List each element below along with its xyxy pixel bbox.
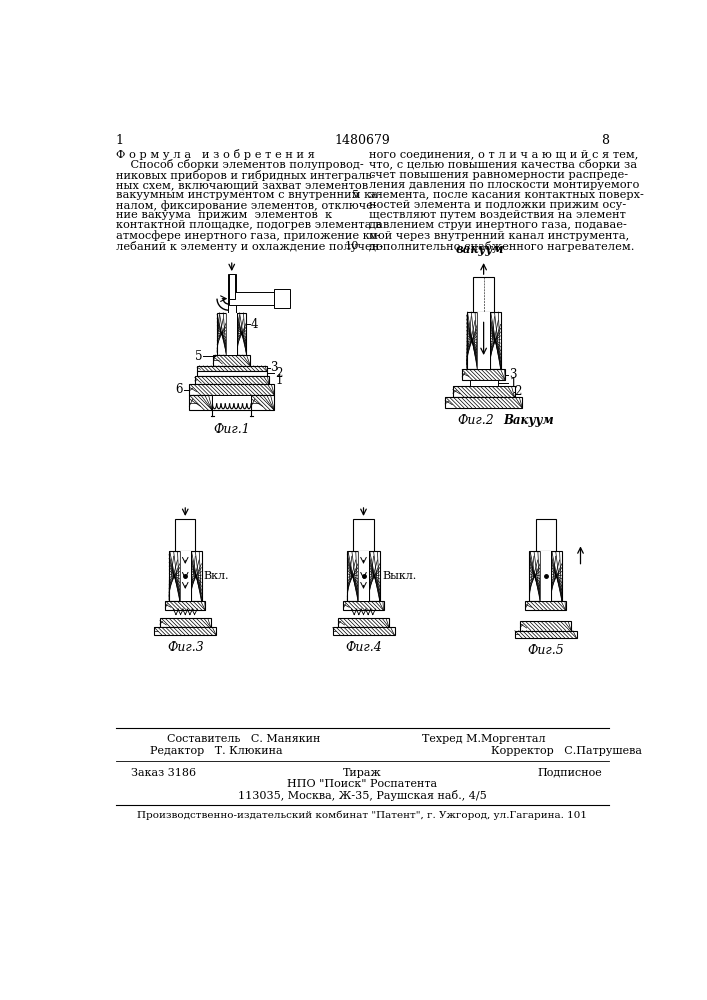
Text: Фиг.2: Фиг.2 xyxy=(457,414,494,427)
Text: 1: 1 xyxy=(509,377,517,390)
Text: вакуумным инструментом с внутренним ка-: вакуумным инструментом с внутренним ка- xyxy=(115,190,381,200)
Text: что, с целью повышения качества сборки за: что, с целью повышения качества сборки з… xyxy=(369,159,637,170)
Text: 2: 2 xyxy=(515,385,522,398)
Bar xyxy=(217,312,226,355)
Bar xyxy=(445,397,522,408)
Bar xyxy=(369,551,380,601)
Text: Производственно-издательский комбинат "Патент", г. Ужгород, ул.Гагарина. 101: Производственно-издательский комбинат "П… xyxy=(137,811,587,820)
Text: 1: 1 xyxy=(115,134,124,147)
Bar xyxy=(191,551,201,601)
Bar xyxy=(515,631,577,638)
Bar xyxy=(180,551,191,601)
Text: 1480679: 1480679 xyxy=(334,134,390,147)
Bar xyxy=(338,618,389,627)
Text: Вакуум: Вакуум xyxy=(503,414,554,427)
Text: Вкл.: Вкл. xyxy=(204,571,229,581)
Text: 6: 6 xyxy=(175,383,183,396)
Bar xyxy=(274,289,290,308)
Text: лебаний к элементу и охлаждение получен-: лебаний к элементу и охлаждение получен- xyxy=(115,241,382,252)
Bar xyxy=(169,551,180,601)
Bar xyxy=(530,551,540,601)
Text: Техред М.Моргентал: Техред М.Моргентал xyxy=(421,734,545,744)
Text: Выкл.: Выкл. xyxy=(382,571,416,581)
Text: налом, фиксирование элементов, отключе-: налом, фиксирование элементов, отключе- xyxy=(115,200,376,211)
Text: Фиг.4: Фиг.4 xyxy=(345,641,382,654)
Text: ного соединения, о т л и ч а ю щ и й с я тем,: ного соединения, о т л и ч а ю щ и й с я… xyxy=(369,149,638,159)
Text: мой через внутренний канал инструмента,: мой через внутренний канал инструмента, xyxy=(369,231,629,241)
Bar xyxy=(462,369,506,380)
Bar xyxy=(213,355,250,366)
Text: 10: 10 xyxy=(345,241,360,251)
Text: ние вакуума  прижим  элементов  к: ние вакуума прижим элементов к xyxy=(115,210,332,220)
Bar xyxy=(212,395,251,410)
Text: никовых приборов и гибридных интеграль-: никовых приборов и гибридных интеграль- xyxy=(115,170,375,181)
Text: Редактор   Т. Клюкина: Редактор Т. Клюкина xyxy=(151,746,283,756)
Bar xyxy=(189,395,212,410)
Bar xyxy=(452,386,515,397)
Text: элемента, после касания контактных поверх-: элемента, после касания контактных повер… xyxy=(369,190,644,200)
Bar xyxy=(160,618,211,627)
Bar xyxy=(347,551,358,601)
Bar xyxy=(237,312,247,355)
Text: дополнительно снабженного нагревателем.: дополнительно снабженного нагревателем. xyxy=(369,241,634,252)
Bar xyxy=(332,627,395,635)
Text: Составитель   С. Манякин: Составитель С. Манякин xyxy=(167,734,320,744)
Bar xyxy=(358,551,369,601)
Bar xyxy=(226,312,237,355)
Text: 5: 5 xyxy=(352,190,360,200)
Bar xyxy=(175,519,195,551)
Text: Фиг.3: Фиг.3 xyxy=(167,641,204,654)
Bar xyxy=(520,621,571,631)
Text: 1: 1 xyxy=(275,374,283,387)
Text: НПО "Поиск" Роспатента: НПО "Поиск" Роспатента xyxy=(287,779,437,789)
Bar xyxy=(469,380,498,386)
Text: счет повышения равномерности распреде-: счет повышения равномерности распреде- xyxy=(369,170,628,180)
Text: Ф о р м у л а   и з о б р е т е н и я: Ф о р м у л а и з о б р е т е н и я xyxy=(115,149,315,160)
Bar xyxy=(194,376,269,384)
Bar xyxy=(540,551,551,601)
Bar xyxy=(354,519,373,551)
Text: давлением струи инертного газа, подавае-: давлением струи инертного газа, подавае- xyxy=(369,220,627,230)
Bar xyxy=(490,312,501,369)
Bar xyxy=(197,366,267,371)
Text: ления давления по плоскости монтируемого: ления давления по плоскости монтируемого xyxy=(369,180,639,190)
Text: ществляют путем воздействия на элемент: ществляют путем воздействия на элемент xyxy=(369,210,626,220)
Text: 3: 3 xyxy=(271,361,278,374)
Bar xyxy=(467,312,477,369)
Text: контактной площадке, подогрев элемента в: контактной площадке, подогрев элемента в xyxy=(115,220,381,230)
Text: Способ сборки элементов полупровод-: Способ сборки элементов полупровод- xyxy=(115,159,363,170)
Text: вакуум: вакуум xyxy=(455,243,504,256)
Text: Фиг.1: Фиг.1 xyxy=(214,423,250,436)
Bar xyxy=(228,292,274,305)
Text: атмосфере инертного газа, приложение ко-: атмосфере инертного газа, приложение ко- xyxy=(115,231,380,241)
Text: 5: 5 xyxy=(195,350,202,363)
Bar xyxy=(551,551,562,601)
Bar xyxy=(165,601,206,610)
Text: 3: 3 xyxy=(509,368,517,381)
Bar xyxy=(154,627,216,635)
Bar xyxy=(344,601,384,610)
Text: 2: 2 xyxy=(275,367,283,380)
Text: Фиг.5: Фиг.5 xyxy=(527,644,564,657)
Bar xyxy=(189,384,274,395)
Text: ных схем, включающий захват элементов: ных схем, включающий захват элементов xyxy=(115,180,368,190)
Bar xyxy=(251,395,274,410)
Bar xyxy=(197,371,267,376)
Bar xyxy=(477,312,490,369)
Text: Тираж: Тираж xyxy=(343,768,381,778)
Bar xyxy=(228,274,235,314)
Text: Подписное: Подписное xyxy=(538,768,602,778)
Bar xyxy=(228,274,235,299)
Text: 113035, Москва, Ж-35, Раушская наб., 4/5: 113035, Москва, Ж-35, Раушская наб., 4/5 xyxy=(238,790,486,801)
Text: Заказ 3186: Заказ 3186 xyxy=(131,768,196,778)
Text: 8: 8 xyxy=(601,134,609,147)
Text: Корректор   С.Патрушева: Корректор С.Патрушева xyxy=(491,746,643,756)
Text: 4: 4 xyxy=(250,318,258,331)
Bar xyxy=(525,601,566,610)
Bar xyxy=(473,277,494,312)
Text: ностей элемента и подложки прижим осу-: ностей элемента и подложки прижим осу- xyxy=(369,200,626,210)
Bar xyxy=(535,519,556,551)
